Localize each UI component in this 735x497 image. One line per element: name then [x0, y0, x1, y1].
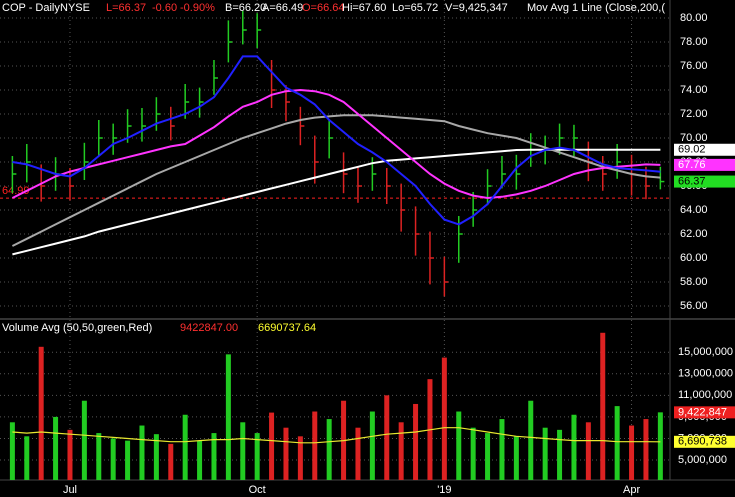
volume-bar: [542, 427, 548, 480]
volume-bar: [528, 400, 534, 480]
y-tick-label: 58.00: [680, 276, 708, 288]
y2-tick-label: 11,000,000: [678, 389, 732, 401]
moving-average-line: [11, 88, 661, 200]
header-item: V=9,425,347: [445, 2, 508, 14]
y-tick-label: 60.00: [680, 252, 708, 264]
volume-bar: [398, 422, 404, 480]
volume-bar: [312, 411, 318, 480]
x-tick-label: Jul: [63, 484, 77, 496]
y-tick-label: 62.00: [680, 228, 708, 240]
volume-avg-line: [12, 427, 661, 444]
volume-bar: [485, 433, 491, 480]
value-box-label: 67.76: [678, 159, 706, 171]
y2-tick-label: 15,000,000: [678, 346, 733, 358]
volume-header-item: 6690737.64: [258, 322, 316, 334]
volume-bar: [110, 438, 116, 480]
volume-title: Volume Avg (50,50,green,Red): [2, 322, 152, 334]
value-box: [674, 406, 735, 419]
y-tick-label: 70.00: [680, 132, 708, 144]
value-box: [674, 158, 735, 171]
volume-bar: [53, 416, 59, 480]
volume-bar: [614, 406, 620, 480]
volume-bar: [269, 412, 275, 480]
moving-average-line: [11, 114, 661, 247]
volume-bar: [283, 427, 289, 480]
volume-bar: [240, 422, 246, 480]
y2-tick-label: 5,000,000: [678, 454, 727, 466]
header-item: Mov Avg 1 Line (Close,200,(: [527, 2, 665, 14]
y2-tick-label: 13,000,000: [678, 368, 733, 380]
volume-bar: [513, 436, 519, 480]
x-tick-label: Apr: [623, 484, 640, 496]
volume-header-item: 9422847.00: [180, 322, 238, 334]
volume-bar: [9, 422, 15, 480]
volume-bar: [24, 436, 30, 480]
volume-bar: [139, 425, 145, 480]
volume-bar: [125, 440, 131, 480]
volume-bar: [153, 434, 159, 480]
y-tick-label: 74.00: [680, 84, 708, 96]
value-box-label: 69.02: [678, 144, 706, 156]
volume-bar: [211, 433, 217, 480]
volume-bar: [470, 427, 476, 480]
header-item: -0.60: [152, 2, 177, 14]
volume-bar: [254, 433, 260, 480]
x-tick-label: '19: [437, 484, 451, 496]
value-box-label: 6,690,738: [678, 436, 727, 448]
volume-bar: [67, 429, 73, 480]
volume-bar: [657, 412, 663, 480]
volume-bar: [643, 419, 649, 480]
value-box-label: 9,422,847: [678, 406, 727, 418]
header-item: -0.90%: [180, 2, 215, 14]
value-box-label: 66.37: [678, 175, 706, 187]
volume-bar: [168, 443, 174, 480]
volume-bar: [571, 414, 577, 480]
volume-bar: [557, 429, 563, 480]
volume-bar: [326, 419, 332, 480]
volume-bar: [600, 332, 606, 480]
header-item: B=66.20: [225, 2, 266, 14]
volume-bar: [182, 414, 188, 480]
volume-bar: [81, 400, 87, 480]
volume-bar: [499, 419, 505, 480]
volume-bar: [456, 411, 462, 480]
moving-average-line: [12, 55, 661, 226]
y-tick-label: 64.00: [680, 204, 708, 216]
y-tick-label: 80.00: [680, 12, 708, 24]
y-tick-label: 72.00: [680, 108, 708, 120]
alert-label: 64.99: [2, 185, 30, 197]
header-item: COP - Daily: [2, 2, 60, 14]
volume-bar: [585, 422, 591, 480]
header-item: A=66.49: [262, 2, 303, 14]
volume-bar: [197, 440, 203, 480]
header-item: Lo=65.72: [392, 2, 438, 14]
x-tick-label: Oct: [249, 484, 266, 496]
volume-bar: [297, 436, 303, 480]
y-tick-label: 56.00: [680, 300, 708, 312]
volume-bar: [96, 433, 102, 480]
value-box: [674, 175, 735, 188]
volume-bar: [629, 425, 635, 480]
header-item: NYSE: [60, 2, 90, 14]
header-item: O=66.64: [302, 2, 345, 14]
volume-bar: [441, 357, 447, 480]
volume-bar: [225, 354, 231, 480]
volume-bar: [355, 427, 361, 480]
header-item: L=66.37: [106, 2, 146, 14]
volume-bar: [369, 411, 375, 480]
volume-bar: [384, 395, 390, 480]
y-tick-label: 78.00: [680, 36, 708, 48]
volume-bar: [38, 346, 44, 480]
value-box: [674, 435, 735, 448]
value-box: [674, 143, 735, 156]
volume-bar: [413, 403, 419, 480]
y-tick-label: 76.00: [680, 60, 708, 72]
header-item: Hi=67.60: [342, 2, 386, 14]
